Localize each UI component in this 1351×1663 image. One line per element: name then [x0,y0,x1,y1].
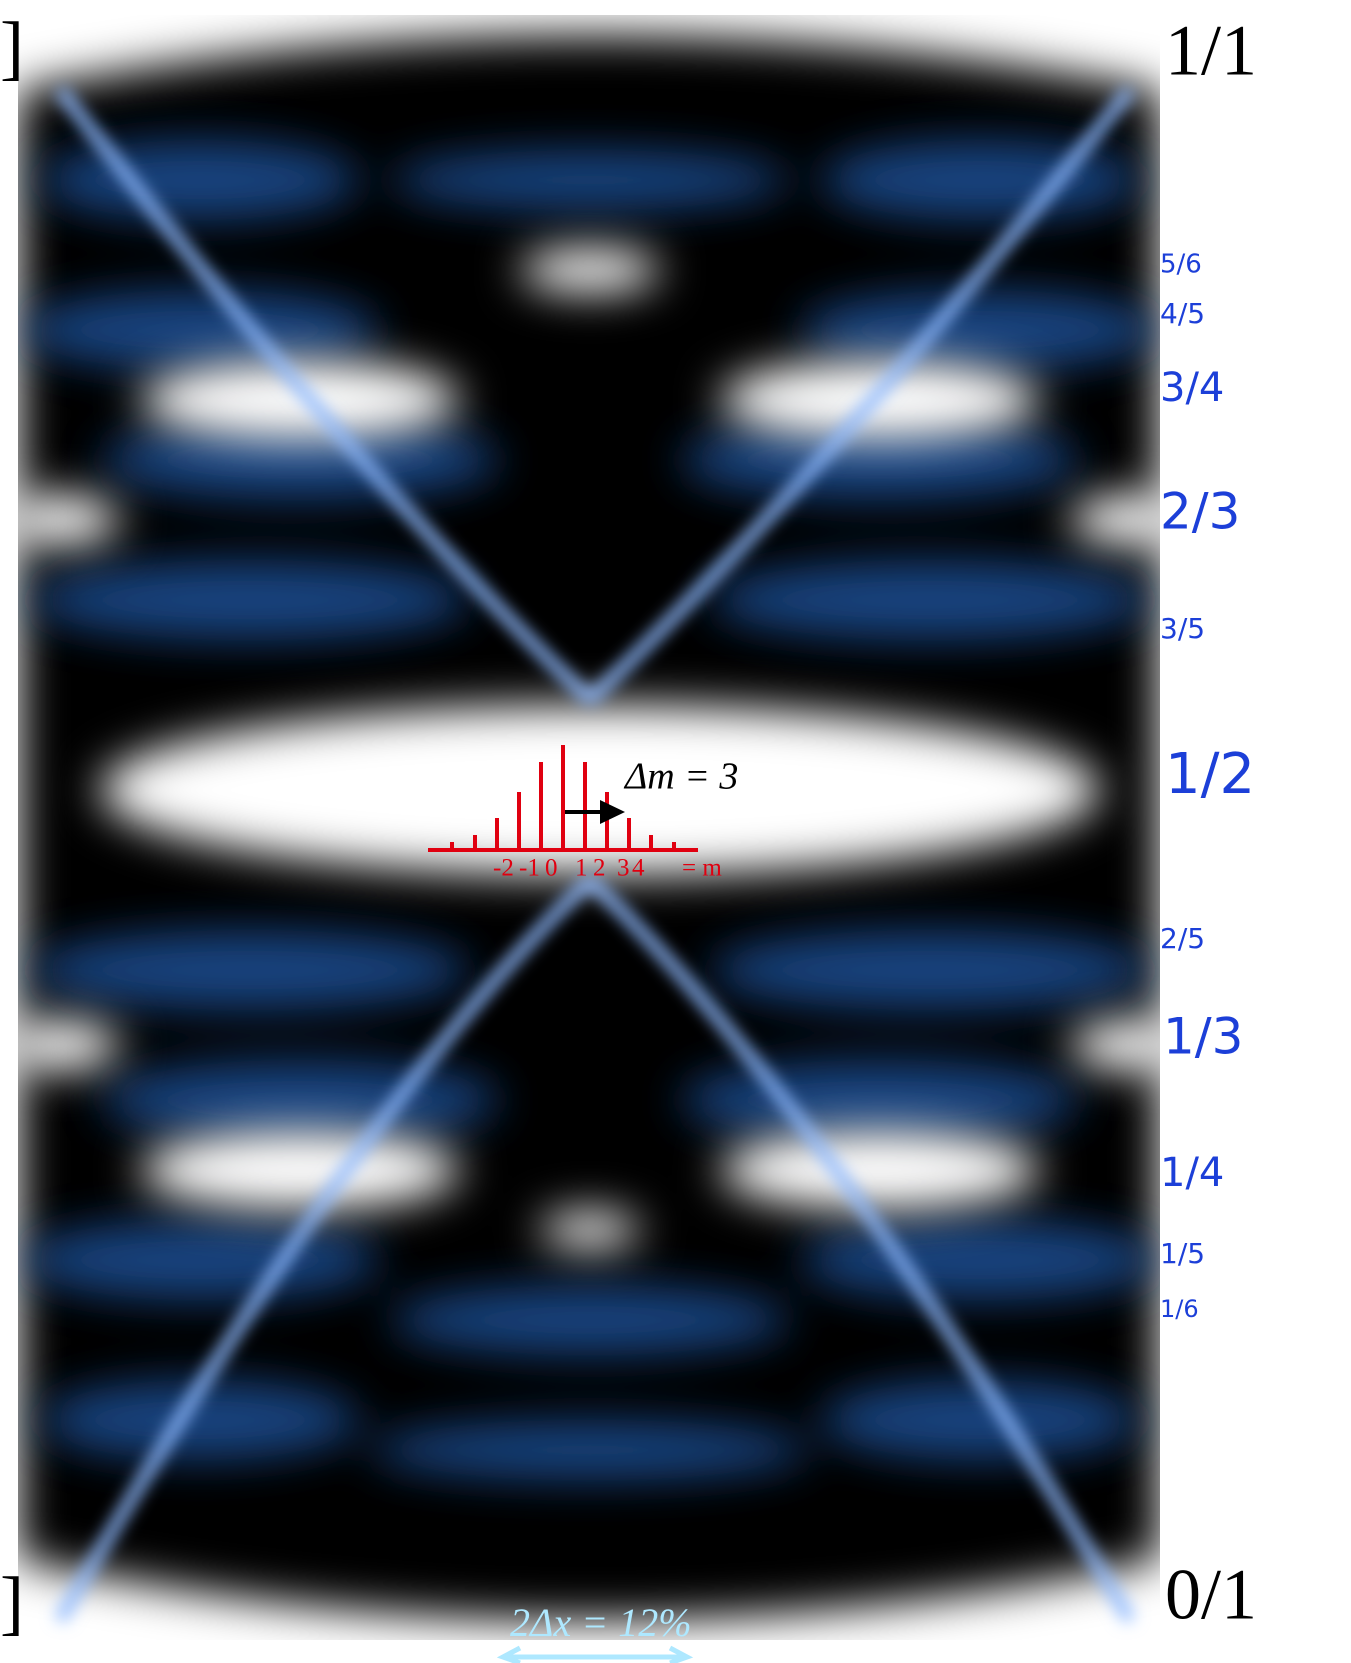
fraction-label: 3/5 [1160,612,1205,645]
pattern [18,15,1160,1640]
m-value: 4 [632,855,645,882]
fraction-label: 1/5 [1160,1237,1205,1270]
fraction-label: 3/4 [1160,365,1224,411]
fraction-label: 5/6 [1160,250,1202,280]
corner-label: 0/1 [1165,1555,1257,1635]
delta-m: Δm = 3 [623,756,738,798]
m-values: -2 -1 0 1 2 3 4 = m [493,855,722,882]
inset [428,745,698,852]
fraction-label: 1/6 [1160,1295,1199,1323]
fraction-label: 2/3 [1160,483,1240,541]
fraction-label: 1/4 [1160,1150,1224,1196]
double-arrow [496,1645,694,1663]
m-value: 0 [545,855,558,882]
m-value: 2 [593,855,606,882]
fraction-label: 1/3 [1163,1008,1243,1066]
corner-label: ] [0,1563,24,1643]
m-value: -1 [519,855,540,882]
corner-label: ] [0,8,24,88]
m-value: -2 [493,855,514,882]
m-value: 3 [617,855,630,882]
m-value: 1 [575,855,588,882]
fraction-label: 4/5 [1160,297,1205,330]
m-label: = m [682,855,722,882]
fraction-label: 1/2 [1165,742,1255,807]
fraction-label: 2/5 [1160,922,1205,955]
arrow [565,800,625,824]
corner-label: 1/1 [1165,11,1257,91]
bottom-annotation: 2Δx = 12% [510,1600,692,1645]
